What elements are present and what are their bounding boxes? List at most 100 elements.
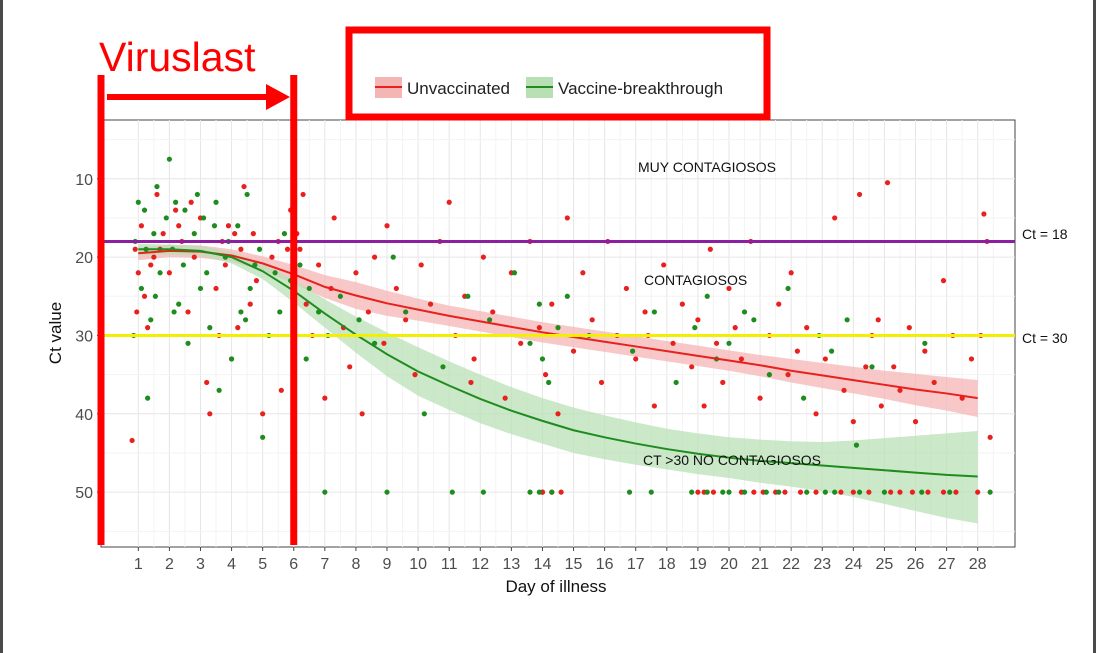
point-unvaccinated: [359, 411, 365, 417]
x-tick-label: 23: [813, 556, 831, 573]
image-left-border: [0, 0, 3, 653]
point-unvaccinated: [213, 285, 219, 292]
point-vaccine-breakthrough: [800, 395, 807, 401]
point-unvaccinated: [132, 246, 138, 252]
point-unvaccinated: [850, 419, 856, 425]
point-unvaccinated: [316, 262, 322, 268]
point-vaccine-breakthrough: [987, 489, 993, 495]
point-unvaccinated: [580, 270, 586, 276]
x-axis-title: Day of illness: [505, 577, 606, 596]
point-unvaccinated: [713, 340, 720, 346]
point-vaccine-breakthrough: [844, 317, 850, 323]
point-unvaccinated: [897, 489, 903, 495]
point-unvaccinated: [176, 223, 182, 229]
point-vaccine-breakthrough: [692, 325, 698, 331]
point-vaccine-breakthrough: [148, 317, 154, 323]
point-unvaccinated: [888, 489, 894, 495]
point-unvaccinated: [922, 348, 928, 354]
point-unvaccinated: [987, 434, 993, 440]
point-vaccine-breakthrough: [527, 489, 533, 495]
point-vaccine-breakthrough: [207, 325, 213, 331]
point-unvaccinated: [782, 489, 788, 495]
point-vaccine-breakthrough: [176, 301, 182, 307]
point-unvaccinated: [670, 340, 676, 346]
point-unvaccinated: [661, 262, 667, 268]
x-tick-label: 26: [907, 556, 925, 573]
point-unvaccinated: [145, 325, 151, 331]
y-tick-label: 10: [75, 172, 93, 189]
point-vaccine-breakthrough: [726, 340, 732, 346]
point-vaccine-breakthrough: [277, 309, 283, 315]
point-unvaccinated: [260, 411, 266, 417]
data-points: [129, 156, 993, 495]
x-tick-label: 8: [351, 556, 360, 573]
x-tick-label: 22: [782, 556, 800, 573]
point-vaccine-breakthrough: [828, 348, 835, 354]
point-vaccine-breakthrough: [242, 317, 249, 323]
point-vaccine-breakthrough: [303, 356, 309, 362]
point-vaccine-breakthrough: [947, 489, 953, 495]
point-vaccine-breakthrough: [480, 489, 486, 495]
reference-lines: [101, 239, 1015, 337]
point-vaccine-breakthrough: [152, 293, 159, 299]
point-unvaccinated: [689, 364, 695, 370]
point-vaccine-breakthrough: [487, 317, 493, 323]
point-unvaccinated: [925, 489, 931, 495]
point-unvaccinated: [891, 364, 897, 370]
point-unvaccinated: [720, 379, 726, 386]
point-unvaccinated: [269, 254, 275, 260]
x-tick-label: 20: [720, 556, 738, 573]
point-vaccine-breakthrough: [822, 489, 828, 495]
point-unvaccinated: [822, 356, 828, 362]
point-vaccine-breakthrough: [726, 489, 732, 495]
point-unvaccinated: [757, 395, 763, 401]
point-unvaccinated: [813, 489, 819, 495]
point-vaccine-breakthrough: [151, 231, 157, 237]
point-unvaccinated: [412, 372, 418, 378]
point-unvaccinated: [555, 411, 561, 417]
point-vaccine-breakthrough: [384, 489, 390, 495]
point-vaccine-breakthrough: [766, 372, 773, 378]
point-unvaccinated: [191, 254, 197, 260]
point-unvaccinated: [353, 270, 359, 276]
point-vaccine-breakthrough: [704, 489, 710, 495]
x-tick-label: 21: [751, 556, 769, 573]
point-vaccine-breakthrough: [440, 364, 446, 370]
point-vaccine-breakthrough: [238, 309, 244, 315]
point-vaccine-breakthrough: [211, 223, 218, 229]
point-unvaccinated: [598, 379, 605, 386]
point-unvaccinated: [536, 325, 542, 331]
point-vaccine-breakthrough: [182, 207, 188, 213]
point-unvaccinated: [813, 411, 819, 417]
point-vaccine-breakthrough: [776, 489, 782, 495]
legend-label-vaccine-breakthrough: Vaccine-breakthrough: [558, 79, 723, 98]
point-unvaccinated: [897, 387, 903, 393]
x-tick-label: 27: [938, 556, 956, 573]
point-unvaccinated: [446, 199, 452, 205]
point-vaccine-breakthrough: [546, 379, 552, 386]
x-axis-ticks: 1 2 3 4 5 6 7 8 9 10 11 12 13 14 15 16 17 18 19 20 21 22 23 24 2…: [134, 547, 987, 573]
point-unvaccinated: [331, 215, 337, 221]
point-vaccine-breakthrough: [191, 231, 197, 237]
y-tick-label: 30: [75, 328, 93, 345]
point-vaccine-breakthrough: [539, 356, 546, 362]
y-tick-label: 40: [75, 407, 93, 424]
point-unvaccinated: [371, 254, 378, 260]
x-tick-label: 14: [534, 556, 552, 573]
annotation-contagiosos: CONTAGIOSOS: [644, 272, 747, 288]
point-unvaccinated: [940, 489, 947, 495]
point-vaccine-breakthrough: [260, 434, 266, 440]
point-unvaccinated: [303, 301, 309, 307]
point-vaccine-breakthrough: [465, 293, 471, 299]
point-vaccine-breakthrough: [135, 199, 141, 205]
point-unvaccinated: [931, 379, 937, 386]
point-vaccine-breakthrough: [157, 270, 163, 276]
point-unvaccinated: [232, 231, 238, 237]
x-tick-label: 10: [409, 556, 427, 573]
point-vaccine-breakthrough: [297, 262, 303, 268]
point-unvaccinated: [633, 356, 639, 362]
point-vaccine-breakthrough: [216, 387, 222, 393]
point-unvaccinated: [549, 301, 555, 307]
point-unvaccinated: [204, 379, 210, 386]
